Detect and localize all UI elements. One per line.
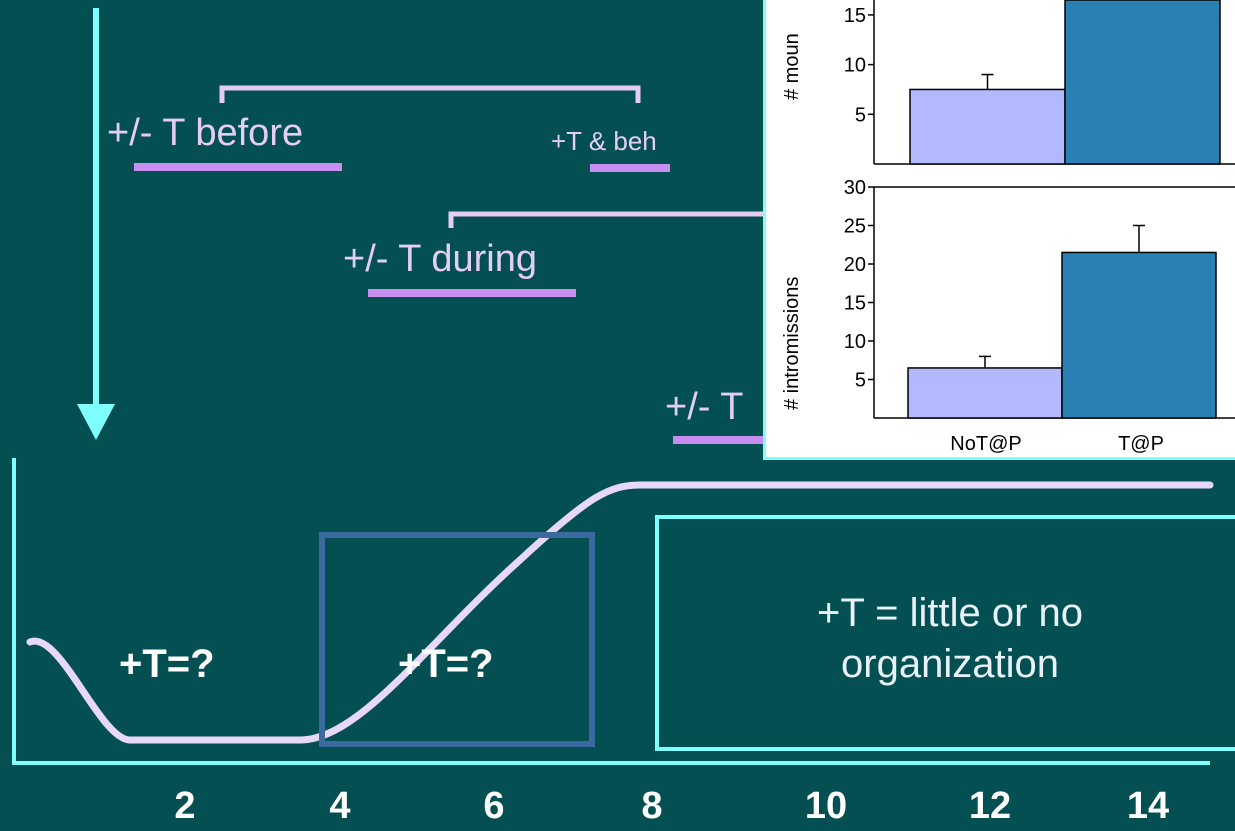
bar-T@P xyxy=(1061,251,1217,419)
organization-box xyxy=(655,515,1235,751)
bar-NoT@P xyxy=(909,88,1066,165)
bar-T@P xyxy=(1064,0,1221,165)
inset-chart-panel: # moun 5 10 15 # intromissions 5 10 15 20 25 30… xyxy=(763,0,1235,460)
before-bar xyxy=(134,163,342,171)
down-arrow-head xyxy=(77,404,115,440)
x-tick-6: 6 xyxy=(483,785,505,827)
before-bracket xyxy=(219,85,641,103)
t-beh-bar xyxy=(590,164,670,172)
x-tick-10: 10 xyxy=(804,785,848,827)
y-tick-label: 10 xyxy=(844,55,866,77)
x-tick-14: 14 xyxy=(1126,785,1170,827)
after-label: +/- T xyxy=(665,386,744,428)
category-label: NoT@P xyxy=(950,433,1021,455)
y-tick-label: 5 xyxy=(855,370,866,392)
after-bar xyxy=(673,436,768,444)
y-tick-label: 25 xyxy=(844,216,866,238)
t-beh-label: +T & beh xyxy=(551,126,657,156)
y-tick-label: 15 xyxy=(844,293,866,315)
during-bracket xyxy=(448,211,763,228)
x-tick-2: 2 xyxy=(174,785,196,827)
region-label-1: +T=? xyxy=(119,642,215,686)
during-label: +/- T during xyxy=(343,238,537,280)
x-tick-12: 12 xyxy=(968,785,1012,827)
intromissions-ylabel: # intromissions xyxy=(781,277,803,410)
inset-bar-charts: # moun 5 10 15 # intromissions 5 10 15 20 25 30… xyxy=(781,0,1235,455)
y-tick-label: 5 xyxy=(855,104,866,126)
highlight-box xyxy=(319,532,595,747)
category-label: T@P xyxy=(1118,433,1164,455)
mounts-chart: # moun 5 10 15 xyxy=(781,0,1235,165)
x-tick-4: 4 xyxy=(329,785,351,827)
before-label: +/- T before xyxy=(107,112,304,154)
bar-NoT@P xyxy=(907,367,1063,419)
x-tick-8: 8 xyxy=(641,785,663,827)
during-bar xyxy=(368,289,576,297)
y-tick-label: 20 xyxy=(844,254,866,276)
development-curve xyxy=(26,481,1214,744)
y-tick-label: 30 xyxy=(844,177,866,199)
y-tick-label: 15 xyxy=(844,5,866,27)
intromissions-chart: # intromissions 5 10 15 20 25 30 xyxy=(781,177,1235,419)
region-label-2: +T=? xyxy=(398,642,494,686)
y-tick-label: 10 xyxy=(844,331,866,353)
organization-box-text: +T = little or no organization xyxy=(816,591,1084,687)
mounts-ylabel: # moun xyxy=(781,33,803,100)
